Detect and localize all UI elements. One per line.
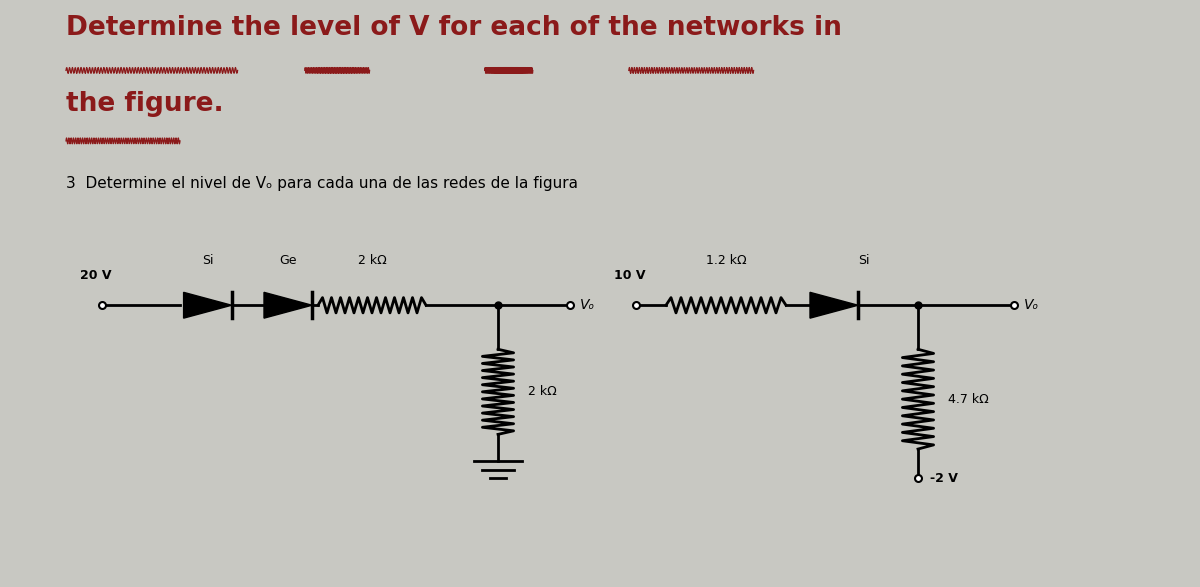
Text: 10 V: 10 V — [614, 269, 646, 282]
Text: 2 kΩ: 2 kΩ — [358, 254, 386, 267]
Polygon shape — [264, 292, 312, 318]
Text: -2 V: -2 V — [930, 472, 958, 485]
Text: Determine the level of V for each of the networks in: Determine the level of V for each of the… — [66, 15, 842, 41]
Text: 2 kΩ: 2 kΩ — [528, 385, 557, 399]
Polygon shape — [184, 292, 232, 318]
Text: Si: Si — [858, 254, 870, 267]
Text: Ge: Ge — [280, 254, 296, 267]
Text: the figure.: the figure. — [66, 91, 223, 117]
Text: Si: Si — [202, 254, 214, 267]
Text: Vₒ: Vₒ — [580, 298, 595, 312]
Text: 3  Determine el nivel de Vₒ para cada una de las redes de la figura: 3 Determine el nivel de Vₒ para cada una… — [66, 176, 578, 191]
Text: 4.7 kΩ: 4.7 kΩ — [948, 393, 989, 406]
Text: 1.2 kΩ: 1.2 kΩ — [706, 254, 746, 267]
Polygon shape — [810, 292, 858, 318]
Text: Vₒ: Vₒ — [1024, 298, 1039, 312]
Text: 20 V: 20 V — [80, 269, 112, 282]
